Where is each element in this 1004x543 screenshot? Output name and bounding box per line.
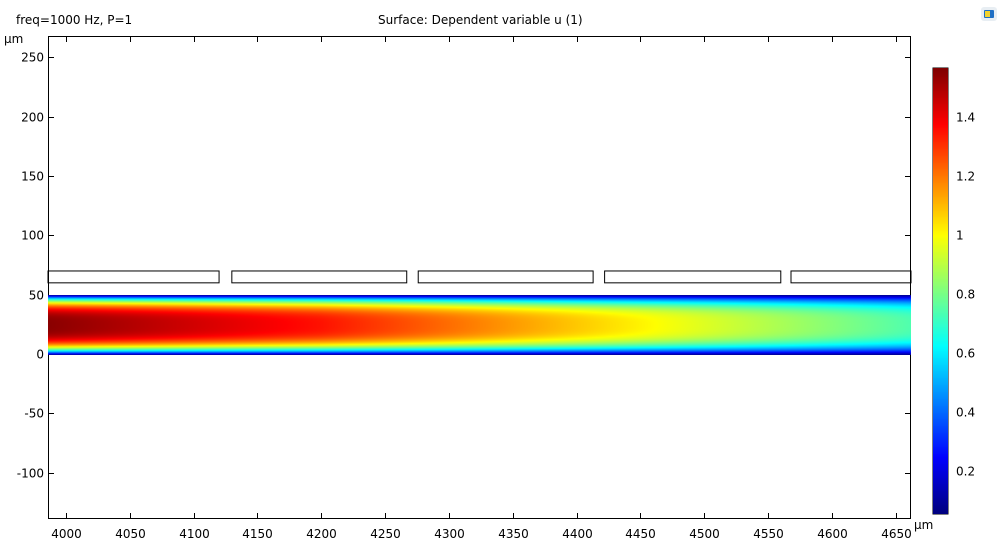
parameter-label: freq=1000 Hz, P=1: [16, 13, 133, 27]
x-tick-label: 4050: [115, 527, 146, 541]
x-tick-label: 4600: [817, 527, 848, 541]
colorbar-tick-label: 0.2: [956, 465, 975, 479]
colorbar-tick-label: 0.8: [956, 288, 975, 302]
colorbar-tick-label: 0.4: [956, 406, 975, 420]
colorbar-tick-label: 1.4: [956, 111, 975, 125]
electrode: [47, 270, 220, 284]
y-tick-label: -50: [24, 407, 44, 421]
electrode: [231, 270, 408, 284]
x-tick-label: 4250: [370, 527, 401, 541]
x-tick-label: 4200: [306, 527, 337, 541]
y-tick-label: 200: [21, 111, 44, 125]
y-tick-label: 150: [21, 170, 44, 184]
x-tick-label: 4100: [179, 527, 210, 541]
plot-title: Surface: Dependent variable u (1): [378, 13, 583, 27]
plot-frame: [48, 36, 911, 519]
x-tick-label: 4150: [242, 527, 273, 541]
x-tick-label: 4650: [881, 527, 912, 541]
y-tick-label: 0: [36, 348, 44, 362]
y-axis-unit: µm: [4, 32, 24, 46]
surface-plot: [48, 295, 911, 355]
x-tick-label: 4350: [498, 527, 529, 541]
x-tick-label: 4500: [689, 527, 720, 541]
x-axis-unit: µm: [914, 518, 934, 532]
x-tick-label: 4400: [562, 527, 593, 541]
colorbar-tick-label: 1.2: [956, 170, 975, 184]
y-tick-label: 100: [21, 229, 44, 243]
comsol-logo-icon[interactable]: [980, 6, 998, 22]
x-tick-label: 4300: [434, 527, 465, 541]
colorbar: [933, 68, 948, 514]
electrode: [790, 270, 912, 284]
colorbar-tick-label: 0.6: [956, 347, 975, 361]
electrode: [417, 270, 594, 284]
x-tick-label: 4000: [51, 527, 82, 541]
y-tick-label: 50: [29, 289, 44, 303]
y-tick-label: 250: [21, 51, 44, 65]
x-tick-label: 4550: [753, 527, 784, 541]
y-tick-label: -100: [17, 467, 44, 481]
colorbar-tick-label: 1: [956, 229, 964, 243]
electrode: [604, 270, 782, 284]
x-tick-label: 4450: [625, 527, 656, 541]
